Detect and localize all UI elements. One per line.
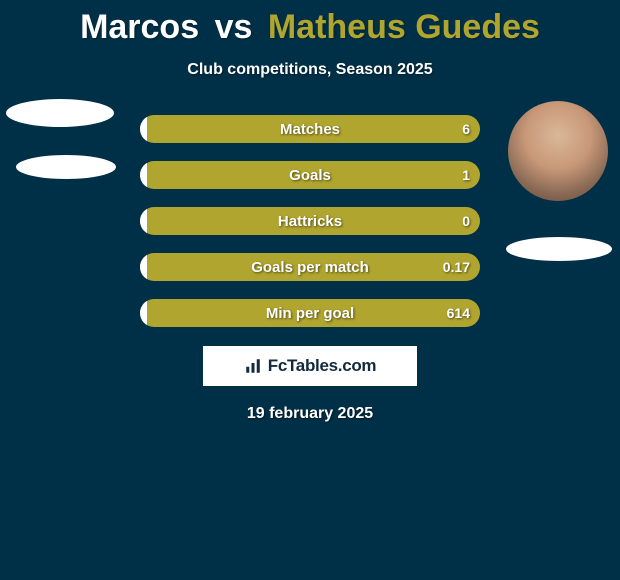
bar-left-fill — [140, 115, 147, 143]
stat-label: Hattricks — [278, 213, 342, 230]
bar-left-fill — [140, 299, 147, 327]
bar-chart-icon — [244, 357, 262, 375]
comparison-date: 19 february 2025 — [0, 405, 620, 423]
stat-row-goals-per-match: Goals per match 0.17 — [140, 253, 480, 281]
logo-box[interactable]: FcTables.com — [202, 345, 418, 387]
stat-bars: Matches 6 Goals 1 Hattricks 0 Goals per … — [140, 115, 480, 327]
logo-text: FcTables.com — [268, 356, 377, 376]
player2-avatar — [508, 101, 608, 201]
stat-row-min-per-goal: Min per goal 614 — [140, 299, 480, 327]
stat-right-value: 0.17 — [443, 259, 470, 275]
stat-right-value: 1 — [462, 167, 470, 183]
decorative-ellipse — [6, 99, 114, 127]
subtitle: Club competitions, Season 2025 — [0, 61, 620, 79]
stat-label: Matches — [280, 121, 340, 138]
stat-row-matches: Matches 6 — [140, 115, 480, 143]
bar-left-fill — [140, 253, 147, 281]
stat-label: Min per goal — [266, 305, 354, 322]
stat-right-value: 0 — [462, 213, 470, 229]
comparison-content: Matches 6 Goals 1 Hattricks 0 Goals per … — [0, 115, 620, 423]
stat-label: Goals — [289, 167, 331, 184]
player1-name: Marcos — [80, 8, 199, 46]
bar-left-fill — [140, 207, 147, 235]
vs-label: vs — [215, 8, 253, 46]
stat-label: Goals per match — [251, 259, 369, 276]
stat-row-goals: Goals 1 — [140, 161, 480, 189]
stat-row-hattricks: Hattricks 0 — [140, 207, 480, 235]
decorative-ellipse — [16, 155, 116, 179]
decorative-ellipse — [506, 237, 612, 261]
bar-left-fill — [140, 161, 147, 189]
stat-right-value: 6 — [462, 121, 470, 137]
comparison-title: Marcos vs Matheus Guedes — [0, 0, 620, 47]
stat-right-value: 614 — [447, 305, 470, 321]
player2-name: Matheus Guedes — [268, 8, 540, 46]
